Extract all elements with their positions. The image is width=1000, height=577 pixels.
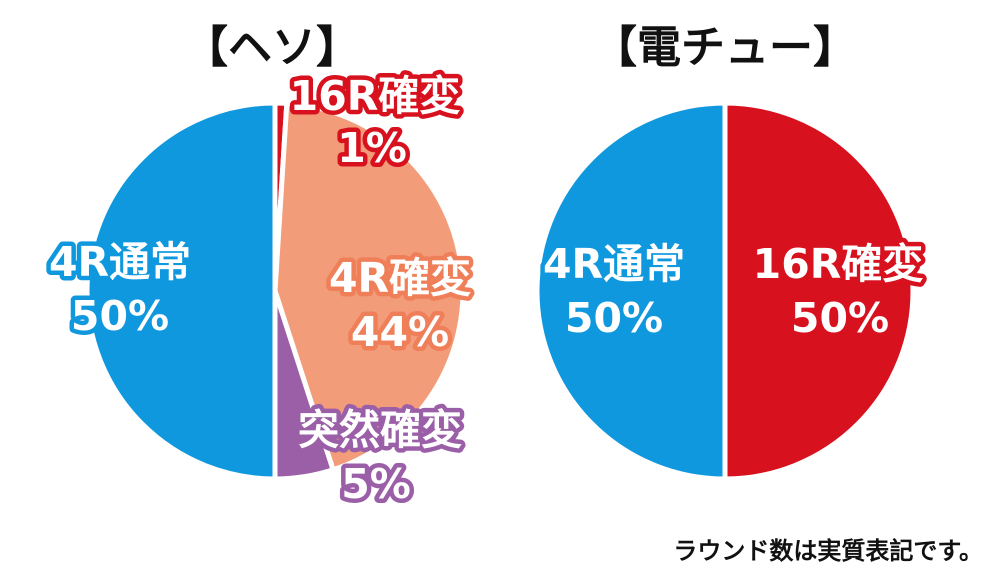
slice-label-name: 突然確変	[298, 406, 462, 454]
slice-label-heso-16r-kakuhen: 16R確変 1%	[285, 68, 465, 177]
slice-label-percent: 50%	[565, 294, 663, 342]
slice-label-percent: 50%	[791, 294, 889, 342]
slice-label-percent: 44%	[351, 308, 449, 356]
slice-label-percent: 1%	[337, 124, 407, 172]
slice-label-name: 4R通常	[49, 238, 191, 286]
slice-label-denchu-16r-kakuhen: 16R確変 50%	[748, 236, 928, 347]
slice-label-denchu-4r-tsujo: 4R通常 50%	[538, 236, 689, 347]
slice-label-name: 16R確変	[290, 72, 461, 120]
slice-label-name: 4R通常	[543, 240, 685, 288]
slice-label-heso-4r-tsujo: 4R通常 50%	[44, 234, 195, 345]
pie-slice-heso-1	[272, 100, 466, 473]
chart-title-denchu: 【電チュー】	[593, 22, 857, 73]
slice-label-name: 4R確変	[329, 254, 471, 302]
chart-title-heso: 【ヘソ】	[184, 22, 360, 73]
footnote: ラウンド数は実質表記です。	[673, 537, 983, 565]
pie-slice-denchu-0	[722, 100, 916, 482]
slice-label-heso-totsuzen-kakuhen: 突然確変 5%	[294, 402, 467, 513]
pie-slice-heso-3	[84, 100, 278, 482]
pie-slice-denchu-1	[534, 100, 728, 482]
slice-label-percent: 5%	[341, 460, 411, 508]
slice-label-percent: 50%	[71, 292, 169, 340]
slice-label-name: 16R確変	[753, 240, 924, 288]
slice-label-heso-4r-kakuhen: 4R確変 44%	[324, 250, 475, 361]
